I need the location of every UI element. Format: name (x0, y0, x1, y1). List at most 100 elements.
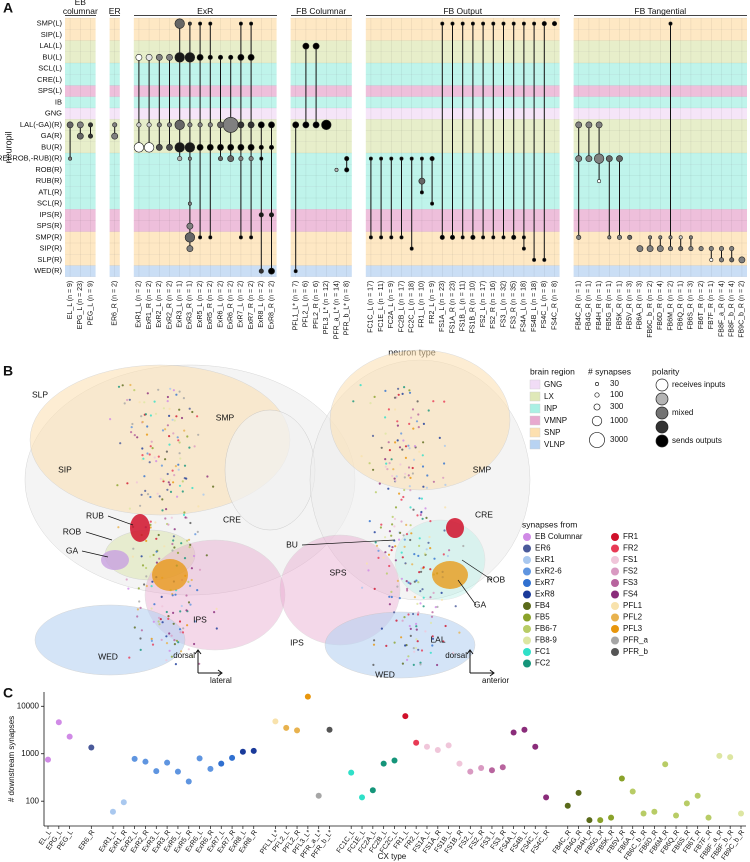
region-label: WED (375, 669, 395, 679)
synapse-point (157, 533, 160, 537)
row-band (65, 153, 96, 165)
dot (344, 156, 350, 162)
region-label: IPS (193, 614, 207, 624)
row-label: WED(R) (34, 266, 62, 275)
synapse-point (396, 420, 399, 423)
row-band (133, 108, 277, 120)
legend-label: INP (544, 404, 557, 413)
dot (238, 21, 243, 26)
synapse-point (169, 387, 172, 390)
synapse-point (183, 511, 186, 514)
synapse-point (372, 468, 375, 471)
dot (66, 121, 74, 129)
synapse-point (192, 554, 196, 558)
column-label: ExR7_L (n = 2) (238, 281, 245, 328)
point (510, 729, 517, 736)
dot (88, 133, 94, 139)
legend-label: 300 (610, 402, 624, 411)
synapse-point (178, 484, 182, 487)
dot (481, 21, 486, 26)
synapse-point (139, 606, 142, 610)
region-label: ROB (487, 574, 506, 584)
synapse-point (181, 480, 184, 483)
row-band (573, 141, 747, 153)
dot (76, 121, 84, 129)
synapse-point (395, 475, 398, 478)
legend-swatch (523, 556, 531, 564)
synapse-point (434, 606, 437, 609)
synapse-point (411, 466, 414, 470)
synapse-point (148, 461, 151, 464)
legend-swatch (529, 379, 541, 390)
row-band (109, 141, 120, 153)
legend-label: ExR8 (535, 590, 555, 599)
synapse-point (419, 602, 422, 605)
synapse-point (394, 545, 397, 548)
synapse-point (165, 508, 168, 511)
synapse-point (409, 489, 412, 492)
synapse-point (408, 447, 411, 450)
column-label: FB6M_R (n = 2) (667, 281, 674, 331)
point (142, 758, 149, 765)
dot (409, 156, 414, 161)
row-band (109, 51, 120, 63)
synapse-point (143, 583, 146, 586)
point (445, 742, 452, 749)
synapse-point (159, 477, 162, 480)
synapse-point (156, 492, 159, 495)
synapse-point (396, 585, 399, 588)
synapse-point (444, 506, 447, 509)
synapse-point (368, 462, 371, 465)
row-band (133, 130, 277, 142)
synapse-point (393, 611, 396, 614)
synapse-point (387, 487, 390, 490)
column-label: FB6Q_R (n = 1) (678, 281, 685, 331)
synapse-point (145, 539, 148, 543)
brain-volume (324, 611, 476, 679)
legend-label: FC1 (535, 647, 551, 656)
synapse-point (144, 489, 147, 492)
brain-volume (34, 604, 186, 676)
dot (146, 122, 152, 128)
panel-label: B (3, 363, 13, 379)
synapse-point (198, 568, 202, 571)
synapse-point (421, 517, 424, 520)
dot (521, 246, 526, 251)
synapse-point (151, 580, 154, 583)
row-label: ROB(R) (35, 165, 62, 174)
column-label: FB6S_R (n = 3) (688, 281, 695, 330)
dot (399, 156, 404, 161)
synapse-point (413, 553, 416, 556)
legend-size (589, 432, 605, 448)
synapse-point (422, 605, 425, 608)
synapse-point (128, 507, 131, 510)
dot (112, 122, 118, 128)
point (391, 757, 398, 764)
point (196, 755, 203, 762)
synapse-point (136, 615, 139, 618)
dot (344, 167, 350, 173)
row-band (109, 220, 120, 232)
synapse-point (388, 530, 391, 533)
synapse-point (426, 474, 429, 477)
synapse-point (377, 556, 380, 560)
synapse-point (171, 469, 174, 472)
region-label: IPS (290, 637, 304, 647)
synapse-point (185, 477, 188, 480)
synapse-point (189, 603, 192, 606)
synapse-point (415, 420, 419, 423)
row-band (109, 29, 120, 41)
dot (636, 245, 644, 253)
point (543, 794, 550, 801)
synapse-point (109, 418, 112, 421)
dot (709, 257, 714, 262)
dot (156, 122, 162, 128)
dot (259, 156, 264, 161)
row-band (65, 74, 96, 86)
synapse-point (182, 627, 185, 630)
synapse-point (172, 611, 175, 615)
row-band (109, 209, 120, 221)
synapse-point (412, 458, 416, 461)
synapse-point (429, 651, 432, 654)
legend-label: sends outputs (672, 436, 722, 445)
